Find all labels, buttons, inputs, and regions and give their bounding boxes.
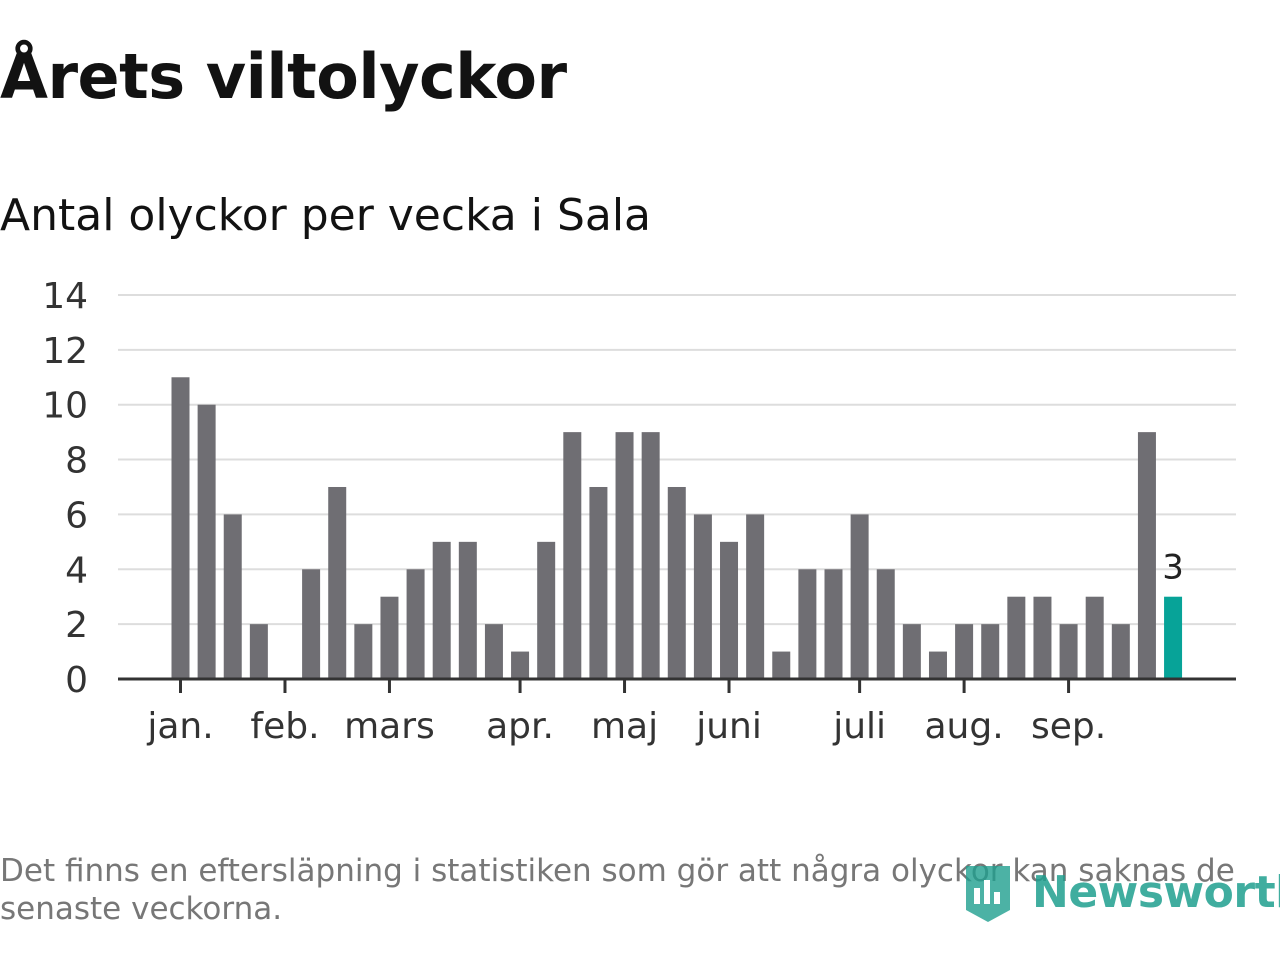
bar bbox=[850, 514, 869, 679]
bar bbox=[772, 651, 791, 679]
bar bbox=[902, 624, 921, 679]
bar bbox=[458, 541, 477, 679]
bar bbox=[1007, 596, 1026, 679]
data-label-latest-week: 3 bbox=[1162, 548, 1184, 588]
x-tick-label: sep. bbox=[1031, 706, 1106, 747]
bar bbox=[1059, 624, 1078, 679]
bars bbox=[171, 377, 1183, 679]
bar bbox=[1111, 624, 1130, 679]
y-tick-label: 0 bbox=[65, 660, 88, 701]
bar bbox=[641, 432, 660, 679]
newsworthy-logo-icon bbox=[966, 866, 1010, 922]
chart-title: Årets viltolyckor bbox=[0, 40, 567, 113]
bar bbox=[955, 624, 974, 679]
chart-subtitle: Antal olyckor per vecka i Sala bbox=[0, 190, 652, 241]
x-tick-label: apr. bbox=[486, 706, 554, 747]
bar bbox=[1033, 596, 1052, 679]
bar bbox=[981, 624, 1000, 679]
y-tick-label: 6 bbox=[65, 495, 88, 536]
x-tick-label: juli bbox=[832, 706, 886, 747]
bar bbox=[171, 377, 190, 679]
bar bbox=[328, 486, 347, 679]
x-tick-label: maj bbox=[591, 706, 658, 747]
bar bbox=[484, 624, 503, 679]
bar bbox=[537, 541, 556, 679]
bar bbox=[354, 624, 373, 679]
logo-text: Newsworthy bbox=[1032, 866, 1280, 918]
bar-latest-week bbox=[1164, 596, 1183, 679]
bar bbox=[667, 486, 686, 679]
y-axis-ticks: 0 2 4 6 8 10 12 14 bbox=[42, 276, 88, 701]
data-labels: 3 bbox=[1162, 548, 1184, 588]
bar bbox=[876, 569, 895, 679]
bar bbox=[511, 651, 530, 679]
x-tick-label: jan. bbox=[146, 706, 213, 747]
bar bbox=[1137, 432, 1156, 679]
bar bbox=[615, 432, 634, 679]
y-tick-label: 14 bbox=[42, 276, 88, 317]
x-tick-label: juni bbox=[695, 706, 762, 747]
bar bbox=[824, 569, 843, 679]
bar bbox=[563, 432, 582, 679]
bar bbox=[302, 569, 321, 679]
bar bbox=[693, 514, 712, 679]
bar bbox=[928, 651, 947, 679]
y-tick-label: 4 bbox=[65, 550, 88, 591]
x-tick-label: aug. bbox=[925, 706, 1004, 747]
bar bbox=[197, 404, 216, 679]
bar bbox=[746, 514, 765, 679]
bar bbox=[223, 514, 242, 679]
bar bbox=[249, 624, 268, 679]
bar-chart: 0 2 4 6 8 10 12 14 jan. feb. mars apr. maj juni juli a… bbox=[42, 276, 1236, 747]
y-tick-label: 10 bbox=[42, 386, 88, 427]
bar bbox=[432, 541, 451, 679]
bar bbox=[406, 569, 425, 679]
bar bbox=[589, 486, 608, 679]
footnote: Det finns en eftersläpning i statistiken… bbox=[0, 853, 1235, 927]
y-tick-label: 12 bbox=[42, 331, 88, 372]
bar bbox=[1085, 596, 1104, 679]
y-tick-label: 8 bbox=[65, 441, 88, 482]
bar bbox=[380, 596, 399, 679]
x-tick-label: mars bbox=[344, 706, 435, 747]
bar bbox=[798, 569, 817, 679]
x-tick-label: feb. bbox=[250, 706, 319, 747]
bar bbox=[720, 541, 739, 679]
y-tick-label: 2 bbox=[65, 605, 88, 646]
newsworthy-logo: Newsworthy bbox=[962, 856, 1280, 928]
x-axis-ticks: jan. feb. mars apr. maj juni juli aug. sep. bbox=[146, 679, 1106, 747]
